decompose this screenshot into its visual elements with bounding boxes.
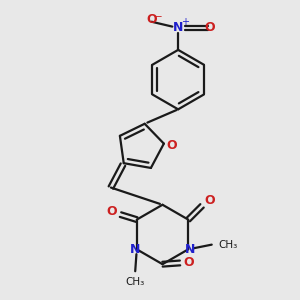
- Text: O: O: [204, 22, 215, 34]
- Text: CH₃: CH₃: [126, 277, 145, 287]
- Text: N: N: [173, 22, 183, 34]
- Text: N: N: [184, 243, 195, 256]
- Text: CH₃: CH₃: [219, 240, 238, 250]
- Text: O: O: [204, 194, 214, 207]
- Text: O: O: [146, 13, 157, 26]
- Text: O: O: [106, 205, 117, 218]
- Text: −: −: [154, 12, 163, 22]
- Text: O: O: [167, 139, 177, 152]
- Text: O: O: [184, 256, 194, 269]
- Text: +: +: [181, 17, 189, 27]
- Text: N: N: [130, 243, 140, 256]
